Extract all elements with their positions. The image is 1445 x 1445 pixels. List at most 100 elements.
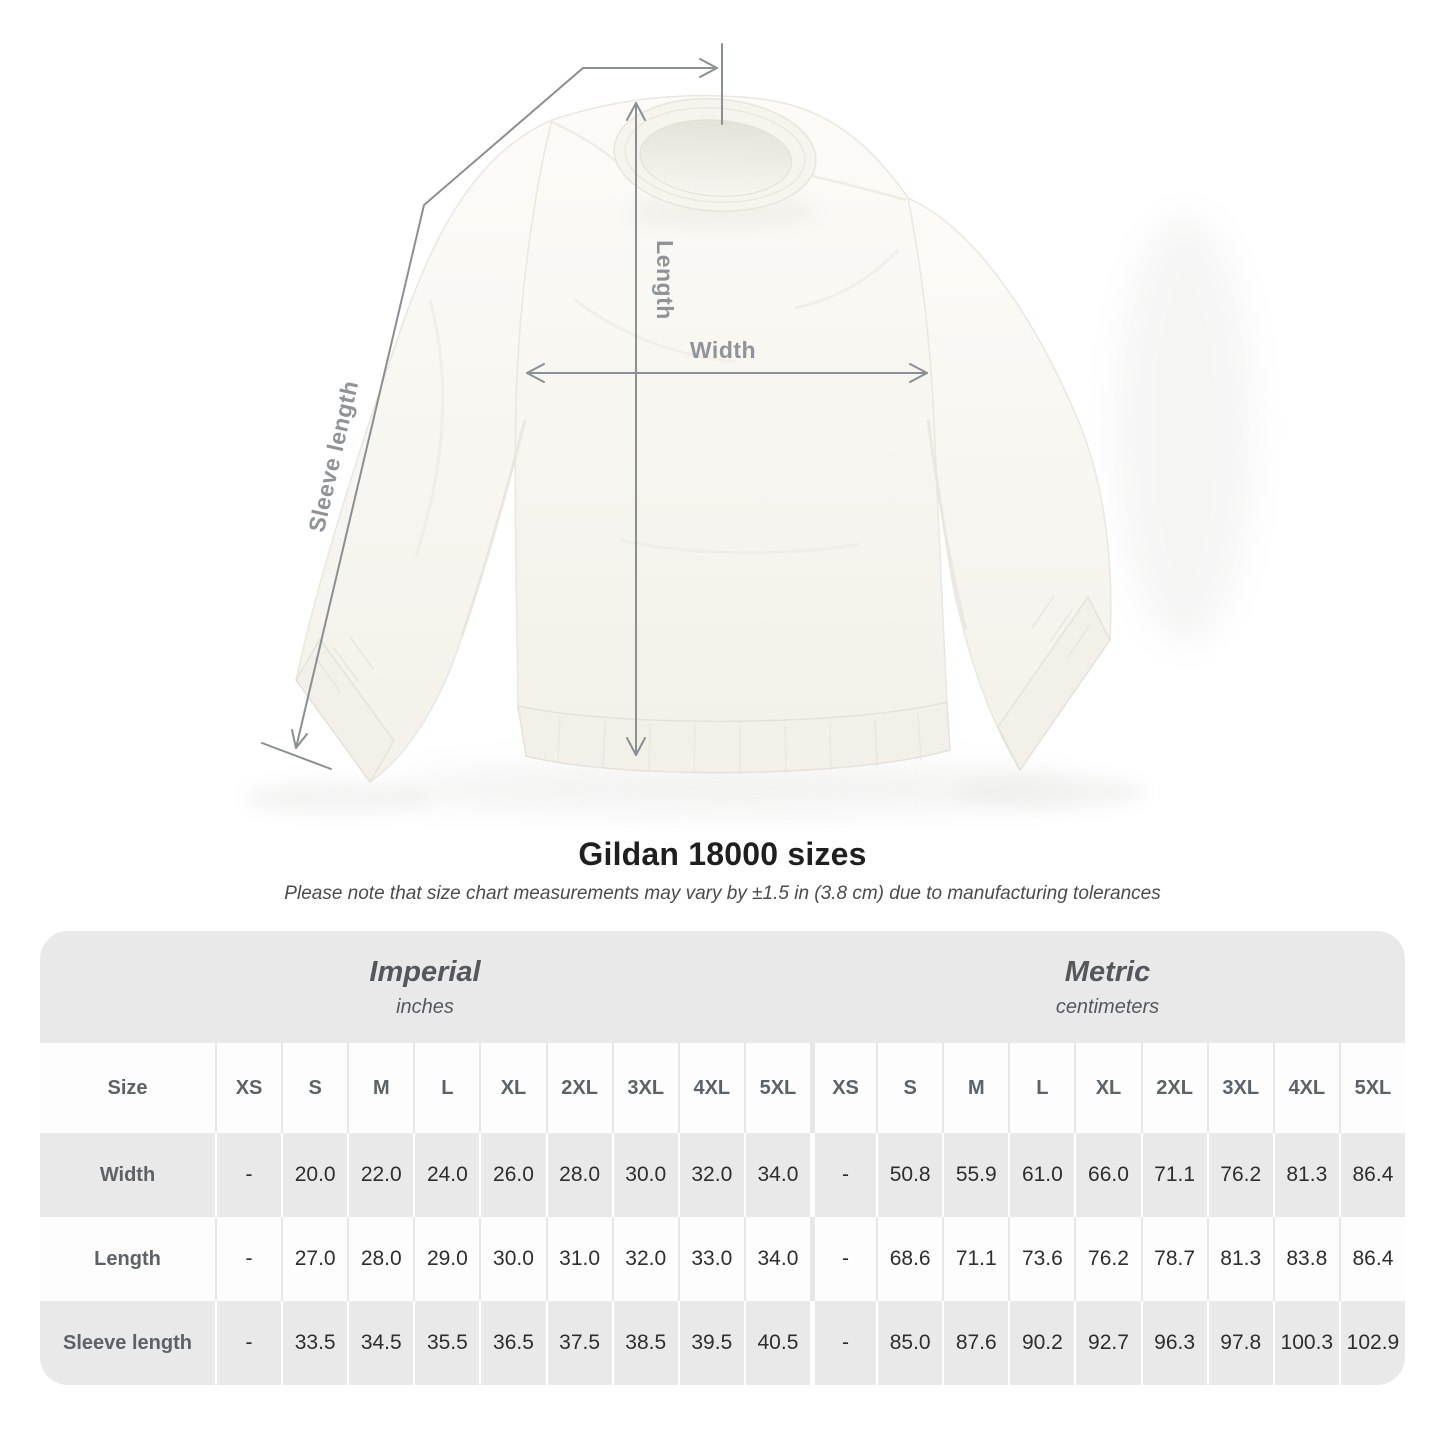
table-cell: 78.7 — [1140, 1217, 1207, 1301]
row-label: Length — [40, 1217, 215, 1301]
right-cuff — [997, 595, 1111, 772]
left-cuff-ribs — [315, 636, 375, 693]
collar-seam — [624, 106, 806, 204]
table-cell: - — [215, 1217, 282, 1301]
left-underarm-seam — [460, 419, 527, 637]
table-cell: - — [215, 1133, 282, 1217]
table-cell: 96.3 — [1140, 1301, 1207, 1385]
side-shadow — [1115, 215, 1255, 645]
table-row-sleeve-length: Sleeve length - 33.5 34.5 35.5 36.5 37.5… — [40, 1301, 1405, 1385]
col-header-metric-m: M — [942, 1043, 1009, 1133]
unit-group-row: Imperial inches Metric centimeters — [40, 931, 1405, 1043]
col-header-metric-l: L — [1008, 1043, 1075, 1133]
right-cuff-shadow — [955, 775, 1145, 809]
table-cell: 83.8 — [1272, 1217, 1339, 1301]
table-cell: 61.0 — [1008, 1133, 1075, 1217]
table-cell: 102.9 — [1338, 1301, 1405, 1385]
col-header-imperial-2xl: 2XL — [545, 1043, 612, 1133]
table-cell: 76.2 — [1074, 1217, 1141, 1301]
table-cell: 66.0 — [1074, 1133, 1141, 1217]
col-header-imperial-l: L — [413, 1043, 480, 1133]
neck-opening — [639, 119, 793, 197]
table-cell: 34.5 — [347, 1301, 414, 1385]
row-label: Sleeve length — [40, 1301, 215, 1385]
imperial-title: Imperial — [369, 955, 481, 988]
left-cuff — [295, 637, 395, 784]
table-cell: - — [215, 1301, 282, 1385]
table-cell: - — [810, 1217, 877, 1301]
col-header-metric-4xl: 4XL — [1272, 1043, 1339, 1133]
col-header-metric-xs: XS — [810, 1043, 877, 1133]
left-cuff-shadow — [245, 781, 435, 815]
table-cell: 86.4 — [1338, 1217, 1405, 1301]
right-cuff-ribs — [1031, 595, 1091, 658]
width-measure: Width — [526, 337, 928, 383]
length-label: Length — [652, 240, 678, 320]
table-cell: 28.0 — [545, 1133, 612, 1217]
table-cell: 36.5 — [479, 1301, 546, 1385]
table-cell: 90.2 — [1008, 1301, 1075, 1385]
size-table: Imperial inches Metric centimeters Size … — [40, 931, 1405, 1385]
table-cell: 71.1 — [1140, 1133, 1207, 1217]
hem-ribs — [557, 713, 922, 774]
table-cell: 30.0 — [479, 1217, 546, 1301]
metric-unit: centimeters — [1055, 995, 1160, 1018]
table-cell: 55.9 — [942, 1133, 1009, 1217]
table-cell: 76.2 — [1206, 1133, 1273, 1217]
table-cell: 97.8 — [1206, 1301, 1273, 1385]
table-cell: 100.3 — [1272, 1301, 1339, 1385]
metric-title: Metric — [1064, 955, 1151, 988]
body — [514, 94, 948, 725]
product-diagram: Width Length Sleeve length — [245, 43, 1255, 815]
table-cell: 85.0 — [876, 1301, 943, 1385]
col-header-metric-xl: XL — [1074, 1043, 1141, 1133]
table-cell: - — [810, 1301, 877, 1385]
table-cell: 87.6 — [942, 1301, 1009, 1385]
table-cell: 33.5 — [281, 1301, 348, 1385]
col-header-size: Size — [40, 1043, 215, 1133]
col-header-imperial-xs: XS — [215, 1043, 282, 1133]
table-cell: - — [810, 1133, 877, 1217]
table-cell: 50.8 — [876, 1133, 943, 1217]
col-header-imperial-5xl: 5XL — [743, 1043, 810, 1133]
table-row-length: Length - 27.0 28.0 29.0 30.0 31.0 32.0 3… — [40, 1217, 1405, 1301]
col-header-metric-2xl: 2XL — [1140, 1043, 1207, 1133]
sweatshirt-diagram-svg: Width Length Sleeve length — [245, 43, 1255, 815]
table-cell: 33.0 — [677, 1217, 744, 1301]
table-row-width: Width - 20.0 22.0 24.0 26.0 28.0 30.0 32… — [40, 1133, 1405, 1217]
table-cell: 27.0 — [281, 1217, 348, 1301]
table-cell: 30.0 — [611, 1133, 678, 1217]
table-cell: 81.3 — [1272, 1133, 1339, 1217]
col-header-imperial-m: M — [347, 1043, 414, 1133]
right-shoulder-seam — [811, 174, 907, 202]
table-cell: 35.5 — [413, 1301, 480, 1385]
row-label: Width — [40, 1133, 215, 1217]
page-title: Gildan 18000 sizes — [578, 836, 867, 872]
col-header-metric-5xl: 5XL — [1338, 1043, 1405, 1133]
table-cell: 38.5 — [611, 1301, 678, 1385]
table-cell: 34.0 — [743, 1217, 810, 1301]
table-cell: 26.0 — [479, 1133, 546, 1217]
col-header-imperial-3xl: 3XL — [611, 1043, 678, 1133]
table-cell: 32.0 — [611, 1217, 678, 1301]
ground-shadow — [395, 762, 1075, 814]
table-cell: 71.1 — [942, 1217, 1009, 1301]
table-cell: 39.5 — [677, 1301, 744, 1385]
table-cell: 20.0 — [281, 1133, 348, 1217]
table-cell: 68.6 — [876, 1217, 943, 1301]
table-cell: 37.5 — [545, 1301, 612, 1385]
col-header-metric-3xl: 3XL — [1206, 1043, 1273, 1133]
col-header-imperial-4xl: 4XL — [677, 1043, 744, 1133]
size-header-row: Size XS S M L XL 2XL 3XL 4XL 5XL XS S M … — [40, 1043, 1405, 1133]
sweatshirt-illustration — [245, 94, 1255, 815]
table-cell: 81.3 — [1206, 1217, 1273, 1301]
unit-group-metric: Metric centimeters — [810, 931, 1405, 1043]
table-cell: 92.7 — [1074, 1301, 1141, 1385]
length-measure: Length — [626, 102, 678, 756]
table-cell: 86.4 — [1338, 1133, 1405, 1217]
table-cell: 32.0 — [677, 1133, 744, 1217]
imperial-unit: inches — [396, 995, 454, 1018]
table-cell: 24.0 — [413, 1133, 480, 1217]
col-header-metric-s: S — [876, 1043, 943, 1133]
